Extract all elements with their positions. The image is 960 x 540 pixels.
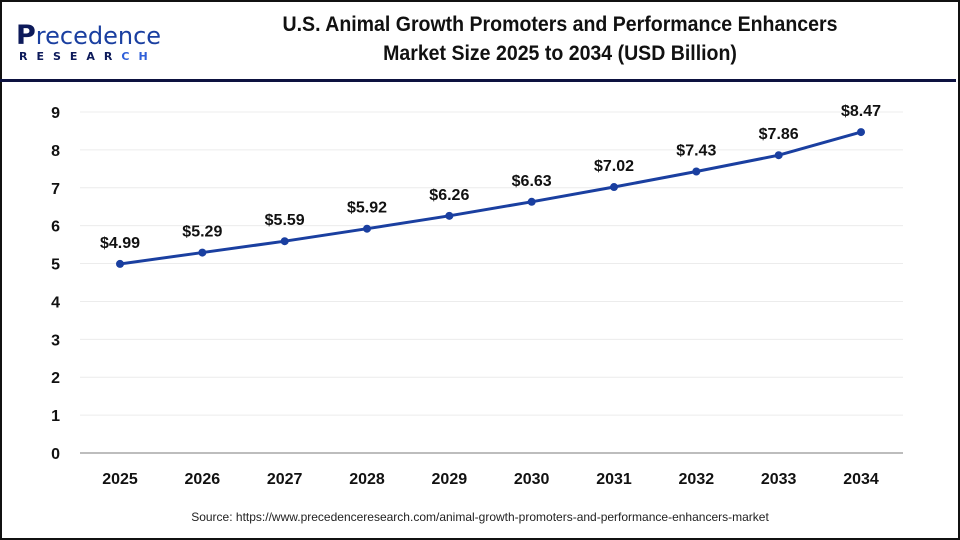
data-label: $6.26 — [429, 187, 469, 204]
data-point — [774, 151, 783, 160]
y-tick-label: 7 — [51, 181, 60, 198]
data-label: $7.86 — [759, 126, 799, 143]
data-point — [445, 211, 454, 220]
series-market-size — [116, 128, 865, 268]
y-axis-tick-labels: 0 1 2 3 4 5 6 7 8 9 — [51, 105, 60, 463]
data-point — [116, 259, 124, 268]
chart-title: U.S. Animal Growth Promoters and Perform… — [235, 10, 886, 68]
data-label: $6.63 — [512, 173, 552, 190]
data-label: $8.47 — [841, 103, 881, 120]
y-tick-label: 2 — [51, 370, 60, 387]
source-note: Source: https://www.precedenceresearch.c… — [191, 510, 769, 524]
data-point — [610, 183, 618, 192]
x-tick-label: 2030 — [514, 471, 550, 488]
logo-subtitle: RESEARCH — [19, 50, 157, 63]
data-point — [198, 248, 207, 257]
data-point — [280, 237, 289, 246]
data-label: $5.59 — [265, 212, 305, 229]
x-tick-label: 2025 — [102, 471, 138, 488]
series-line — [119, 130, 862, 266]
precedence-research-logo: Precedence RESEARCH — [16, 20, 166, 65]
data-label: $7.43 — [676, 142, 716, 159]
x-tick-label: 2033 — [761, 471, 797, 488]
y-tick-label: 5 — [51, 257, 60, 274]
y-tick-label: 9 — [51, 105, 60, 122]
data-point — [857, 128, 865, 137]
data-label: $4.99 — [100, 235, 140, 252]
header-divider — [0, 79, 956, 82]
logo-subtitle-accent: CH — [121, 50, 157, 63]
x-tick-label: 2034 — [843, 471, 879, 488]
logo-subtitle-main: RESEAR — [19, 50, 122, 63]
x-tick-label: 2032 — [679, 471, 715, 488]
y-tick-label: 1 — [51, 408, 60, 425]
y-tick-label: 4 — [51, 294, 60, 311]
y-tick-label: 8 — [51, 143, 60, 160]
logo-wordmark-rest: recedence — [35, 22, 162, 50]
data-point — [692, 167, 701, 176]
data-point — [363, 224, 371, 233]
chart-title-line-2: Market Size 2025 to 2034 (USD Billion) — [383, 42, 737, 65]
logo-initial: P — [16, 20, 36, 51]
x-tick-label: 2029 — [432, 471, 468, 488]
x-tick-label: 2028 — [349, 471, 385, 488]
data-label: $5.92 — [347, 200, 387, 217]
data-labels: $4.99 $5.29 $5.59 $5.92 $6.26 $6.63 $7.02 $7.43… — [100, 103, 881, 252]
chart-title-line-1: U.S. Animal Growth Promoters and Perform… — [282, 13, 838, 36]
y-tick-label: 0 — [51, 446, 60, 463]
y-tick-label: 3 — [51, 332, 60, 349]
data-label: $5.29 — [182, 224, 222, 241]
data-label: $7.02 — [594, 158, 634, 175]
y-tick-label: 6 — [51, 219, 60, 236]
data-point — [527, 197, 536, 206]
header: Precedence RESEARCH U.S. Animal Growth P… — [0, 0, 956, 78]
logo-wordmark: Precedence — [16, 20, 161, 51]
gridlines — [80, 111, 903, 416]
x-axis-tick-labels: 2025 2026 2027 2028 2029 2030 2031 2032 2033 2034 — [102, 471, 879, 488]
x-tick-label: 2027 — [267, 471, 303, 488]
x-tick-label: 2026 — [185, 471, 221, 488]
x-tick-label: 2031 — [596, 471, 632, 488]
